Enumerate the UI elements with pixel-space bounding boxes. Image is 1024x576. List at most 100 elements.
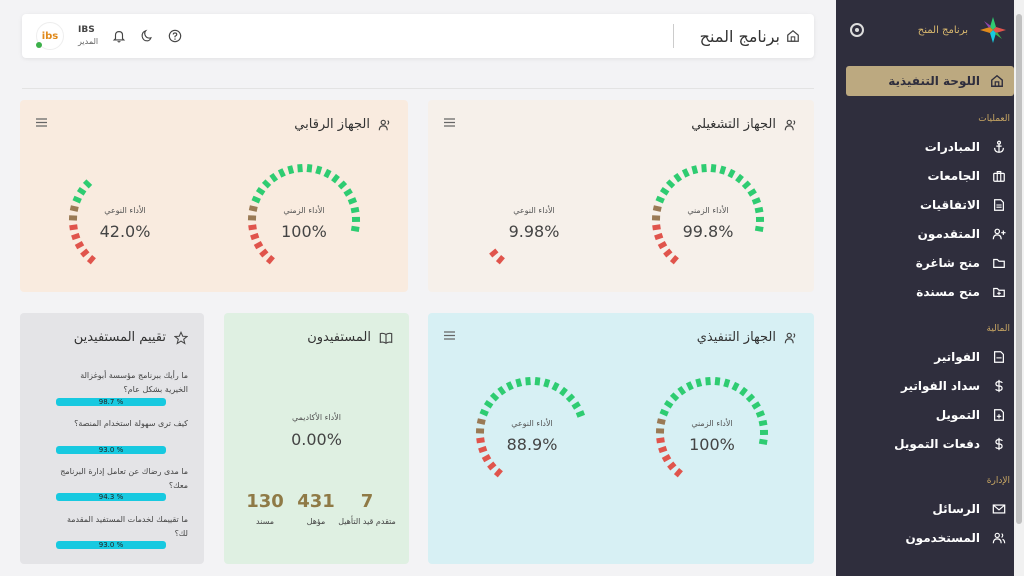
sidebar-header: برنامج المنح xyxy=(836,0,1024,60)
sidebar-item-funding[interactable]: التمويل xyxy=(836,400,1024,429)
card-title: الجهاز الرقابي xyxy=(294,117,392,132)
folder-icon xyxy=(992,256,1006,270)
gauge-segment xyxy=(481,454,492,463)
card-title-text: الجهاز التنفيذي xyxy=(696,330,776,345)
rating-question: ما رأيك ببرنامج مؤسسة أبوغزالة الخيرية ب… xyxy=(80,371,188,394)
gauge-arc xyxy=(68,179,96,265)
gauge-label: الأداء النوعي xyxy=(513,206,555,215)
card-title: تقييم المستفيدين xyxy=(74,330,188,345)
gauge-quality-performance: الأداء النوعي 42.0% xyxy=(65,160,185,280)
sidebar-item-agreements[interactable]: الاتفاقيات xyxy=(836,190,1024,219)
user-info[interactable]: IBS المدير xyxy=(78,24,98,48)
page-scrollbar[interactable] xyxy=(1014,0,1024,576)
gauge-segment xyxy=(754,225,764,232)
stat-label: مؤهل xyxy=(306,517,326,526)
scrollbar-thumb[interactable] xyxy=(1016,14,1022,524)
page-title-text: برنامج المنح xyxy=(699,26,780,46)
gauge-segment xyxy=(571,401,581,410)
sidebar-item-label: الفواتير xyxy=(934,349,980,364)
gauge-segment xyxy=(685,381,694,391)
gauge-segment xyxy=(253,241,264,250)
sidebar-item-label: التمويل xyxy=(935,407,980,422)
user-plus-icon xyxy=(992,227,1006,241)
online-status-dot xyxy=(36,42,42,48)
list-menu-icon[interactable] xyxy=(36,118,47,127)
gauge-segment xyxy=(331,173,340,184)
bell-icon[interactable] xyxy=(112,29,126,43)
users-icon xyxy=(784,118,798,132)
gauge-time-performance: الأداء الزمني 99.8% xyxy=(648,160,768,280)
sidebar-item-applicants[interactable]: المتقدمون xyxy=(836,219,1024,248)
gauge-segment xyxy=(654,232,664,241)
users-icon xyxy=(784,331,798,345)
gauge-value: 42.0% xyxy=(99,222,151,241)
user-name: IBS xyxy=(78,25,95,35)
card-title-text: الجهاز الرقابي xyxy=(294,117,370,132)
sidebar-item-users[interactable]: المستخدمون xyxy=(836,523,1024,552)
sidebar-item-assigned-grants[interactable]: منح مسندة xyxy=(836,277,1024,306)
sidebar-brand[interactable]: برنامج المنح xyxy=(918,13,1010,47)
gauge-segment xyxy=(543,378,551,388)
gauge-segment xyxy=(751,197,762,205)
home-icon[interactable] xyxy=(786,29,800,43)
user-avatar[interactable]: ibs xyxy=(36,22,64,50)
file-plus-icon xyxy=(992,408,1006,422)
users-icon xyxy=(992,531,1006,545)
gauge-segment xyxy=(677,386,687,396)
moon-icon[interactable] xyxy=(140,29,154,43)
gauge-segment xyxy=(515,378,523,388)
supervisory-card: الجهاز الرقابي الأداء الزمني 100% الأداء… xyxy=(20,100,408,292)
list-menu-icon[interactable] xyxy=(444,118,455,127)
sidebar-item-invoices[interactable]: الفواتير xyxy=(836,342,1024,371)
gauge-segment xyxy=(250,232,260,241)
gauge-segment xyxy=(251,195,261,204)
sidebar-item-label: الرسائل xyxy=(932,501,980,516)
gauge-segment xyxy=(505,381,514,391)
gauge-segment xyxy=(337,180,348,190)
gauge-segment xyxy=(735,173,744,184)
anchor-icon xyxy=(992,140,1006,154)
help-icon[interactable] xyxy=(168,29,182,43)
sidebar-section-title: العمليات xyxy=(978,114,1010,124)
card-title-text: المستفيدون xyxy=(307,330,371,345)
sidebar-item-initiatives[interactable]: المبادرات xyxy=(836,132,1024,161)
sidebar-item-invoice-payment[interactable]: سداد الفواتير xyxy=(836,371,1024,400)
gauge-segment xyxy=(758,419,768,427)
gauge-segment xyxy=(297,163,303,173)
gauge-segment xyxy=(657,241,668,250)
gauge-segment xyxy=(673,173,683,183)
gauge-segment xyxy=(487,461,497,471)
gauge-segment xyxy=(248,205,258,212)
sidebar-item-vacant-grants[interactable]: منح شاغرة xyxy=(836,248,1024,277)
sidebar-item-funding-payments[interactable]: دفعات التمويل xyxy=(836,429,1024,458)
gauge-segment xyxy=(710,164,717,173)
gauge-segment xyxy=(248,224,257,231)
beneficiaries-card: المستفيدون الأداء الأكاديمي 0.00% 7 متقد… xyxy=(224,313,409,564)
gauge-segment xyxy=(489,392,500,402)
sidebar-item-universities[interactable]: الجامعات xyxy=(836,161,1024,190)
gauge-segment xyxy=(652,205,662,212)
sidebar-item-label: المبادرات xyxy=(924,139,980,154)
gauge-segment xyxy=(350,206,360,214)
gauge-segment xyxy=(565,393,576,403)
gauge-segment xyxy=(673,468,683,478)
gauge-segment xyxy=(478,445,488,454)
sidebar-toggle-icon[interactable] xyxy=(850,23,864,37)
gauge-segment xyxy=(747,188,757,197)
gauge-time-performance: الأداء الزمني 100% xyxy=(652,373,772,493)
gauge-label: الأداء الزمني xyxy=(691,419,733,428)
sidebar-item-dashboard[interactable]: اللوحة التنفيذية xyxy=(846,66,1014,96)
gauge-segment xyxy=(76,186,87,196)
gauge-time-performance: الأداء الزمني 100% xyxy=(244,160,364,280)
sidebar-item-messages[interactable]: الرسائل xyxy=(836,494,1024,523)
gauge-segment xyxy=(656,418,666,425)
gauge-value: 88.9% xyxy=(506,435,558,454)
list-menu-icon[interactable] xyxy=(444,331,455,340)
gauge-segment xyxy=(82,179,93,189)
gauge-segment xyxy=(483,399,494,409)
gauge-segment xyxy=(745,393,756,403)
gauge-segment xyxy=(691,165,699,175)
gauge-segment xyxy=(71,232,81,241)
gauge-value: 100% xyxy=(689,435,735,454)
gauge-segment xyxy=(754,206,764,214)
